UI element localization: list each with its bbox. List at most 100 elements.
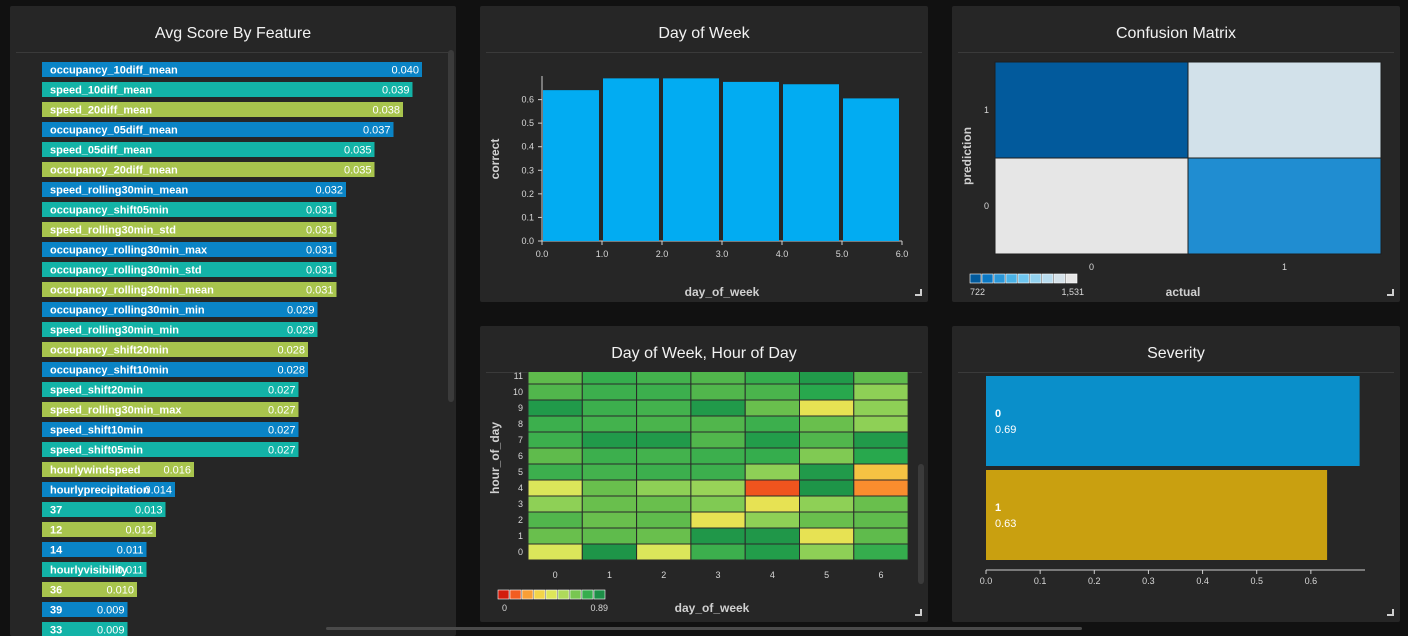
x-tick-label: 2.0 <box>656 249 669 259</box>
feature-label: speed_rolling30min_min <box>50 325 179 337</box>
heat-cell <box>528 480 582 496</box>
severity-value-label: 0.63 <box>995 518 1016 530</box>
heat-cell <box>745 400 799 416</box>
heat-cell <box>745 544 799 560</box>
y-category-label: 2 <box>518 515 523 525</box>
feature-score-panel: Avg Score By Feature occupancy_10diff_me… <box>10 6 456 636</box>
heat-cell <box>745 512 799 528</box>
feature-label: occupancy_20diff_mean <box>50 165 178 177</box>
heat-cell <box>854 464 908 480</box>
confusion-cell <box>1188 158 1381 254</box>
heat-cell <box>691 464 745 480</box>
y-category-label: 3 <box>518 499 523 509</box>
heat-cell <box>528 544 582 560</box>
heat-cell <box>854 512 908 528</box>
y-category-label: 7 <box>518 435 523 445</box>
x-category-label: 3 <box>716 570 721 580</box>
panel-scrollbar[interactable] <box>918 464 924 584</box>
y-category-label: 1 <box>518 531 523 541</box>
heat-cell <box>528 372 582 384</box>
day-bar <box>603 78 659 241</box>
feature-label: speed_05diff_mean <box>50 145 152 157</box>
legend-swatch <box>594 590 605 599</box>
y-category-label: 0 <box>984 201 989 211</box>
heat-cell <box>800 512 854 528</box>
heat-cell <box>854 528 908 544</box>
feature-value-label: 0.009 <box>97 605 125 617</box>
heat-cell <box>800 448 854 464</box>
resize-handle[interactable] <box>1387 609 1394 616</box>
day-bar <box>843 98 899 241</box>
legend-swatch <box>1018 274 1029 283</box>
heat-cell <box>691 432 745 448</box>
feature-value-label: 0.035 <box>344 165 372 177</box>
y-tick-label: 0.0 <box>521 236 534 246</box>
y-category-label: 5 <box>518 467 523 477</box>
feature-value-label: 0.040 <box>391 65 419 77</box>
feature-value-label: 0.011 <box>117 545 144 557</box>
feature-value-label: 0.028 <box>277 365 305 377</box>
x-tick-label: 0.4 <box>1196 576 1209 586</box>
y-tick-label: 0.4 <box>521 142 534 152</box>
heat-cell <box>800 432 854 448</box>
feature-value-label: 0.031 <box>306 205 334 217</box>
legend-swatch <box>1042 274 1053 283</box>
legend-swatch <box>970 274 981 283</box>
heat-cell <box>637 372 691 384</box>
heat-cell <box>637 416 691 432</box>
feature-label: speed_rolling30min_max <box>50 405 182 417</box>
heat-cell <box>582 432 636 448</box>
feature-label: occupancy_shift10min <box>50 365 169 377</box>
heat-cell <box>582 496 636 512</box>
heat-cell <box>637 448 691 464</box>
resize-handle[interactable] <box>915 609 922 616</box>
severity-bar <box>986 376 1360 466</box>
panel-title: Severity <box>952 326 1400 372</box>
legend-swatch <box>1066 274 1077 283</box>
heat-cell <box>582 400 636 416</box>
heat-cell <box>691 544 745 560</box>
heat-cell <box>691 372 745 384</box>
panel-scrollbar[interactable] <box>448 50 454 402</box>
feature-value-label: 0.009 <box>97 625 125 636</box>
panel-title: Avg Score By Feature <box>10 6 456 52</box>
heat-cell <box>528 528 582 544</box>
x-tick-label: 0.0 <box>536 249 549 259</box>
feature-value-label: 0.039 <box>382 85 410 97</box>
heat-cell <box>582 416 636 432</box>
legend-swatch <box>570 590 581 599</box>
heat-cell <box>582 372 636 384</box>
resize-handle[interactable] <box>1387 289 1394 296</box>
feature-value-label: 0.027 <box>268 445 296 457</box>
panel-title: Day of Week, Hour of Day <box>480 326 928 372</box>
feature-value-label: 0.037 <box>363 125 391 137</box>
feature-value-label: 0.027 <box>268 385 296 397</box>
panel-title: Confusion Matrix <box>952 6 1400 52</box>
heat-cell <box>854 384 908 400</box>
feature-label: occupancy_10diff_mean <box>50 65 178 77</box>
y-category-label: 0 <box>518 547 523 557</box>
legend-min-label: 722 <box>970 287 985 297</box>
heat-cell <box>637 432 691 448</box>
feature-value-label: 0.031 <box>306 265 334 277</box>
heat-cell <box>800 384 854 400</box>
x-category-label: 2 <box>661 570 666 580</box>
heat-cell <box>637 512 691 528</box>
x-tick-label: 0.1 <box>1034 576 1047 586</box>
legend-swatch <box>558 590 569 599</box>
heat-cell <box>854 544 908 560</box>
legend-min-label: 0 <box>502 603 507 613</box>
x-category-label: 1 <box>607 570 612 580</box>
heat-cell <box>691 400 745 416</box>
severity-bar <box>986 470 1327 560</box>
feature-label: speed_rolling30min_mean <box>50 185 188 197</box>
heat-cell <box>854 496 908 512</box>
feature-value-label: 0.014 <box>144 485 172 497</box>
resize-handle[interactable] <box>915 289 922 296</box>
feature-label: 33 <box>50 625 62 636</box>
heat-cell <box>854 432 908 448</box>
heat-cell <box>854 416 908 432</box>
